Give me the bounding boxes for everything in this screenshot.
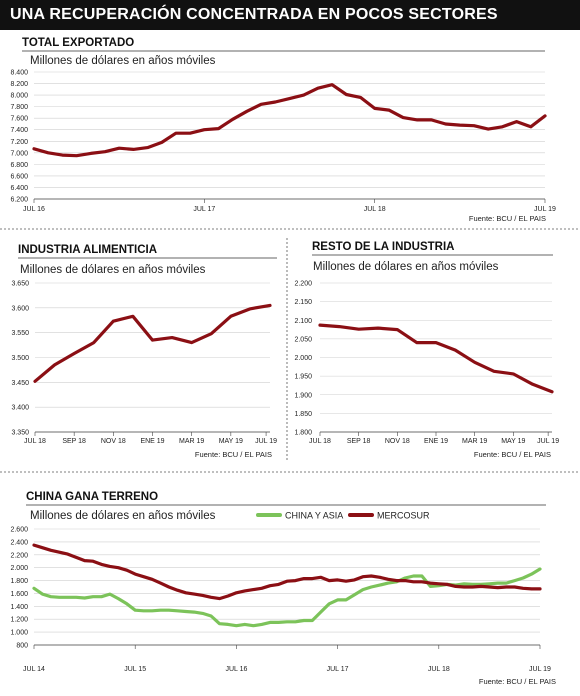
total-xtick-label: JUL 16 xyxy=(23,206,45,213)
china-xtick-label: JUL 14 xyxy=(23,666,45,673)
resto-xtick-label: MAR 19 xyxy=(462,438,487,445)
china-subtitle: Millones de dólares en años móviles xyxy=(30,510,216,522)
china-ytick-label: 1.800 xyxy=(10,578,28,585)
total-xtick-label: JUL 17 xyxy=(193,206,215,213)
china-ytick-label: 2.400 xyxy=(10,539,28,546)
china-xtick-label: JUL 19 xyxy=(529,666,551,673)
alimenticia-series-line xyxy=(33,303,272,383)
alimenticia-xtick-label: JUL 19 xyxy=(255,438,277,445)
alimenticia-ytick-label: 3.500 xyxy=(11,355,29,362)
legend-china-y-asia-label: CHINA Y ASIA xyxy=(285,511,343,521)
china-ytick-label: 800 xyxy=(16,643,28,650)
china-ytick-label: 1.400 xyxy=(10,604,28,611)
resto-ytick-label: 2.200 xyxy=(294,281,312,288)
resto-xtick-label: MAY 19 xyxy=(501,438,525,445)
total-series-line xyxy=(32,83,547,158)
legend-mercosur-label: MERCOSUR xyxy=(377,511,430,521)
resto-xtick-label: JUL 18 xyxy=(309,438,331,445)
resto-source: Fuente: BCU / EL PAIS xyxy=(474,450,551,459)
alimenticia-xtick-label: MAR 19 xyxy=(179,438,204,445)
resto-xtick-label: ENE 19 xyxy=(424,438,448,445)
chart-canvas: TOTAL EXPORTADO Millones de dólares en añ… xyxy=(0,37,580,686)
total-ytick-label: 6.800 xyxy=(10,162,28,169)
china-xtick-label: JUL 17 xyxy=(327,666,349,673)
resto-ytick-label: 1.900 xyxy=(294,392,312,399)
alimenticia-ytick-label: 3.450 xyxy=(11,380,29,387)
total-ytick-label: 8.400 xyxy=(10,70,28,77)
resto-ytick-label: 1.800 xyxy=(294,430,312,437)
resto-ytick-label: 2.000 xyxy=(294,355,312,362)
china-ytick-label: 2.000 xyxy=(10,565,28,572)
alimenticia-ytick-label: 3.350 xyxy=(11,430,29,437)
total-source: Fuente: BCU / EL PAIS xyxy=(469,214,546,223)
china-ytick-label: 1.200 xyxy=(10,617,28,624)
total-ytick-label: 6.200 xyxy=(10,197,28,204)
alimenticia-ytick-label: 3.650 xyxy=(11,281,29,288)
china-xtick-label: JUL 16 xyxy=(225,666,247,673)
total-ytick-label: 6.400 xyxy=(10,185,28,192)
resto-ytick-label: 2.150 xyxy=(294,299,312,306)
chart-panels: TOTAL EXPORTADO Millones de dólares en añ… xyxy=(10,37,559,686)
total-ytick-label: 8.200 xyxy=(10,81,28,88)
total-ytick-label: 7.600 xyxy=(10,116,28,123)
total-ytick-label: 7.800 xyxy=(10,104,28,111)
total-ytick-label: 6.600 xyxy=(10,173,28,180)
alimenticia-ytick-label: 3.550 xyxy=(11,330,29,337)
resto-ytick-label: 2.100 xyxy=(294,318,312,325)
china-china-y-asia-line xyxy=(32,567,542,628)
total-xtick-label: JUL 18 xyxy=(364,206,386,213)
total-title: TOTAL EXPORTADO xyxy=(22,37,134,49)
alimenticia-subtitle: Millones de dólares en años móviles xyxy=(20,264,206,276)
alimenticia-xtick-label: MAY 19 xyxy=(219,438,243,445)
page-title: UNA RECUPERACIÓN CONCENTRADA EN POCOS SE… xyxy=(0,0,580,30)
alimenticia-source: Fuente: BCU / EL PAIS xyxy=(195,450,272,459)
resto-xtick-label: NOV 18 xyxy=(385,438,410,445)
china-ytick-label: 2.600 xyxy=(10,527,28,534)
total-ytick-label: 8.000 xyxy=(10,93,28,100)
alimenticia-xtick-label: ENE 19 xyxy=(140,438,164,445)
resto-series-line xyxy=(318,323,554,394)
china-ytick-label: 1.600 xyxy=(10,591,28,598)
alimenticia-ytick-label: 3.400 xyxy=(11,405,29,412)
resto-ytick-label: 1.950 xyxy=(294,374,312,381)
resto-chart: RESTO DE LA INDUSTRIA Millones de dólares… xyxy=(294,241,559,459)
total-ytick-label: 7.400 xyxy=(10,127,28,134)
resto-ytick-label: 1.850 xyxy=(294,411,312,418)
alimenticia-ytick-label: 3.600 xyxy=(11,305,29,312)
resto-title: RESTO DE LA INDUSTRIA xyxy=(312,241,454,253)
resto-ytick-label: 2.050 xyxy=(294,336,312,343)
total-subtitle: Millones de dólares en años móviles xyxy=(30,55,216,67)
alimenticia-xtick-label: SEP 18 xyxy=(62,438,86,445)
resto-xtick-label: SEP 18 xyxy=(347,438,371,445)
total-ytick-label: 7.200 xyxy=(10,139,28,146)
china-mercosur-line xyxy=(32,543,542,601)
alimenticia-title: INDUSTRIA ALIMENTICIA xyxy=(18,244,157,256)
china-chart: CHINA GANA TERRENO Millones de dólares en… xyxy=(10,491,556,686)
alimenticia-xtick-label: NOV 18 xyxy=(101,438,126,445)
china-ytick-label: 1.000 xyxy=(10,630,28,637)
china-source: Fuente: BCU / EL PAIS xyxy=(479,677,556,686)
separators xyxy=(0,228,580,473)
china-title: CHINA GANA TERRENO xyxy=(26,491,158,503)
china-ytick-label: 2.200 xyxy=(10,552,28,559)
total-chart: TOTAL EXPORTADO Millones de dólares en añ… xyxy=(10,37,556,223)
total-ytick-label: 7.000 xyxy=(10,150,28,157)
alimenticia-xtick-label: JUL 18 xyxy=(24,438,46,445)
resto-xtick-label: JUL 19 xyxy=(537,438,559,445)
resto-subtitle: Millones de dólares en años móviles xyxy=(313,261,499,273)
china-xtick-label: JUL 15 xyxy=(124,666,146,673)
china-xtick-label: JUL 18 xyxy=(428,666,450,673)
total-xtick-label: JUL 19 xyxy=(534,206,556,213)
alimenticia-chart: INDUSTRIA ALIMENTICIA Millones de dólares… xyxy=(11,244,277,459)
